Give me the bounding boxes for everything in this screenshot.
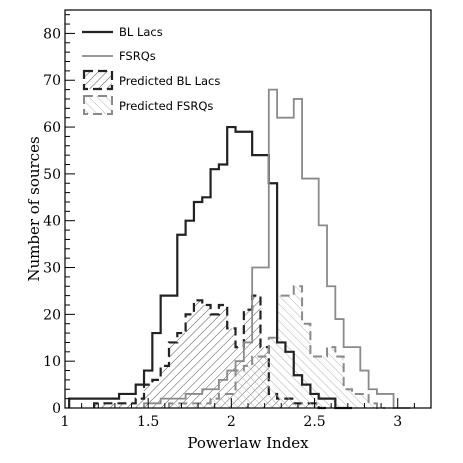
histogram-bin <box>136 385 144 408</box>
histogram-outline <box>143 88 411 409</box>
histogram-bin <box>260 268 268 408</box>
histogram-bin <box>211 169 219 408</box>
histogram-bin <box>236 361 244 408</box>
y-tick-label: 60 <box>43 120 61 136</box>
legend: BL Lacs FSRQs Predicted BL Lacs Predicted F… <box>82 25 220 115</box>
y-tick-label: 80 <box>43 26 61 42</box>
histogram-bin <box>244 342 252 408</box>
histogram-bin <box>161 296 169 408</box>
y-axis-title: Number of sources <box>25 136 43 281</box>
histogram-bin <box>302 179 310 408</box>
histogram-bin <box>327 286 335 408</box>
y-tick-label: 10 <box>43 354 61 370</box>
histogram-bin <box>352 347 360 408</box>
histogram-bin <box>202 197 210 408</box>
histogram-bin <box>219 380 227 408</box>
legend-label: Predicted FSRQs <box>119 99 213 113</box>
histogram-bin <box>277 118 285 408</box>
histogram-bin <box>177 235 185 408</box>
histogram-bin <box>360 371 368 408</box>
x-tick-label: 1 <box>61 414 70 430</box>
legend-entry: Predicted FSRQs <box>83 95 213 115</box>
y-tick-label: 40 <box>43 214 61 230</box>
legend-swatch <box>83 95 113 115</box>
legend-label: BL Lacs <box>119 25 163 39</box>
legend-entry: BL Lacs <box>82 25 163 39</box>
histogram-bin <box>169 296 177 408</box>
histogram-bin <box>319 225 327 408</box>
histogram-bin <box>186 221 194 408</box>
histogram-bin <box>169 399 177 408</box>
legend-entry: FSRQs <box>82 49 156 63</box>
legend-swatch <box>82 69 114 91</box>
histogram-bin <box>310 179 318 408</box>
y-tick-label: 20 <box>43 307 61 323</box>
histogram-bin <box>186 394 194 408</box>
histogram-bin <box>385 394 393 408</box>
x-tick-label: 2.5 <box>303 414 325 430</box>
legend-entry: Predicted BL Lacs <box>82 69 220 91</box>
histogram-bin <box>102 399 110 408</box>
histogram-outline <box>68 125 352 410</box>
histogram-bin <box>252 268 260 408</box>
y-tick-label: 30 <box>43 261 61 277</box>
histogram-bin <box>69 399 77 408</box>
x-tick-label: 2 <box>227 414 236 430</box>
histogram-bin <box>335 319 343 408</box>
histogram-bin <box>119 394 127 408</box>
y-tick-label: 50 <box>43 167 61 183</box>
legend-label: FSRQs <box>119 49 156 63</box>
histogram-bin <box>294 99 302 408</box>
histogram-bin <box>152 333 160 408</box>
histogram-outline <box>167 285 386 409</box>
x-axis-title: Powerlaw Index <box>187 434 309 452</box>
series-bl-lacs <box>68 125 352 410</box>
x-tick-label: 3 <box>393 414 402 430</box>
x-tick-label: 1.5 <box>137 414 159 430</box>
series-fsrqs <box>143 88 411 409</box>
hatch-fill <box>168 286 386 408</box>
y-tick-label: 70 <box>43 73 61 89</box>
histogram-bin <box>269 90 277 408</box>
histogram-bin <box>344 347 352 408</box>
histogram-bin <box>194 202 202 408</box>
y-tick-label: 0 <box>52 401 61 417</box>
histogram-bin <box>86 399 94 408</box>
legend-label: Predicted BL Lacs <box>119 74 220 88</box>
histogram-bin <box>285 118 293 408</box>
histogram-bin <box>202 389 210 408</box>
histogram-bin <box>227 127 235 408</box>
histogram-bin <box>369 389 377 408</box>
series-predicted-fsrqs <box>167 285 386 409</box>
series-layer <box>68 88 411 410</box>
histogram-bin <box>219 165 227 408</box>
